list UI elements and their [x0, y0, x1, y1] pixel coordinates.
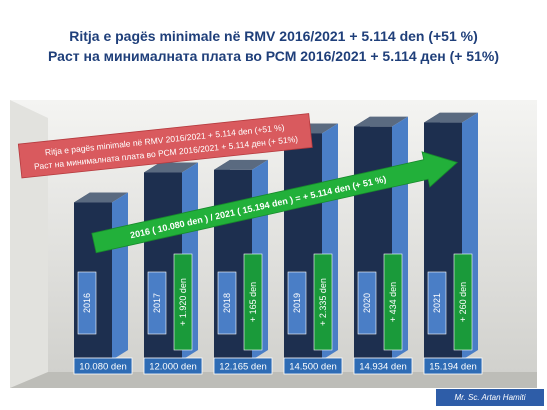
increase-box-2019: [313, 253, 333, 351]
bar-2016: 2016 10.080 den: [73, 192, 133, 375]
year-box-2017: [147, 271, 167, 335]
green-arrow-shape: [91, 151, 458, 254]
bar-top-2017: [144, 162, 198, 173]
chart-floor: [10, 372, 537, 388]
value-box-2018: [213, 357, 273, 375]
bar-top-2021: [424, 112, 478, 123]
bar-2019: 2019 + 2.335 den 14.500 den: [283, 123, 343, 375]
year-label-2020: 2020: [362, 293, 372, 313]
value-label-2020: 14.934 den: [359, 362, 407, 373]
value-label-2016: 10.080 den: [79, 362, 127, 373]
year-box-2018: [217, 271, 237, 335]
increase-box-2020: [383, 253, 403, 351]
value-label-2021: 15.194 den: [429, 362, 477, 373]
value-box-2021: [423, 357, 483, 375]
bar-2017: 2017 + 1.920 den 12.000 den: [143, 162, 203, 375]
bar-top-2018: [214, 159, 268, 170]
bar-front-2016: [112, 192, 128, 360]
value-label-2017: 12.000 den: [149, 362, 197, 373]
bar-top-2016: [74, 192, 128, 203]
bar-2018: 2018 + 165 den 12.165 den: [213, 159, 273, 375]
chart-title: Ritja e pagës minimale në RMV 2016/2021 …: [0, 26, 547, 66]
value-box-2016: [73, 357, 133, 375]
value-box-2017: [143, 357, 203, 375]
increase-label-2018: + 165 den: [248, 282, 258, 322]
value-box-2019: [283, 357, 343, 375]
bar-top-2020: [354, 116, 408, 127]
increase-box-2017: [173, 253, 193, 351]
increase-label-2019: + 2.335 den: [318, 278, 328, 326]
title-line-2: Раст на минималната плата во РСМ 2016/20…: [48, 48, 499, 64]
bar-2021: 2021 + 260 den 15.194 den: [423, 112, 483, 375]
year-box-2021: [427, 271, 447, 335]
year-label-2016: 2016: [82, 293, 92, 313]
increase-label-2021: + 260 den: [458, 282, 468, 322]
year-label-2018: 2018: [222, 293, 232, 313]
year-label-2019: 2019: [292, 293, 302, 313]
year-label-2017: 2017: [152, 293, 162, 313]
author-credit: Mr. Sc. Artan Hamiti: [436, 389, 544, 406]
red-banner-box: [17, 113, 313, 179]
increase-box-2018: [243, 253, 263, 351]
year-label-2021: 2021: [432, 293, 442, 313]
title-line-1: Ritja e pagës minimale në RMV 2016/2021 …: [69, 28, 478, 44]
increase-box-2021: [453, 253, 473, 351]
value-box-2020: [353, 357, 413, 375]
increase-label-2017: + 1.920 den: [178, 278, 188, 326]
year-box-2019: [287, 271, 307, 335]
year-box-2016: [77, 271, 97, 335]
bar-2020: 2020 + 434 den 14.934 den: [353, 116, 413, 375]
year-box-2020: [357, 271, 377, 335]
value-label-2018: 12.165 den: [219, 362, 267, 373]
value-label-2019: 14.500 den: [289, 362, 337, 373]
increase-label-2020: + 434 den: [388, 282, 398, 322]
